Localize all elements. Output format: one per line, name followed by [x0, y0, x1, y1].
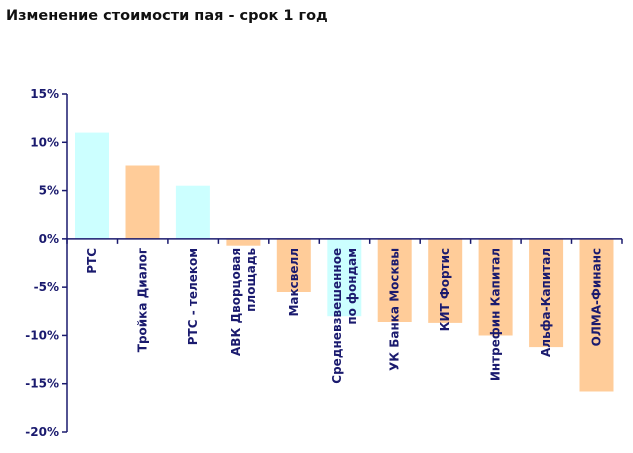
bar — [529, 238, 564, 348]
category-label: КИТ Фортис — [438, 248, 452, 331]
bar — [579, 238, 614, 392]
axes-layer: 15% 10% 5% 0% -5% -10% -15% -20% — [25, 87, 623, 439]
bars-layer — [75, 132, 614, 392]
category-label: АВК Дворцовая площадь — [229, 247, 258, 355]
category-label: Тройка Диалог — [136, 248, 150, 352]
bar — [125, 165, 160, 239]
y-tick-label: 5% — [39, 184, 59, 198]
bar — [276, 238, 311, 292]
category-label: ОЛМА-Финанс — [590, 248, 604, 346]
bar — [75, 132, 109, 239]
category-label: Средневзвешенное по фондам — [330, 248, 359, 384]
category-label-line: Интрефин Капитал — [489, 248, 503, 381]
bar — [327, 238, 362, 317]
y-tick-label: -15% — [25, 377, 59, 391]
category-labels-layer: РТС Тройка Диалог РТС - телеком АВК Дворцов… — [85, 247, 604, 383]
y-tick-label: 0% — [39, 232, 59, 246]
category-label-line: по фондам — [345, 248, 359, 325]
y-tick-label: 15% — [30, 87, 59, 101]
category-label-line: УК Банка Москвы — [388, 248, 402, 371]
category-label: Максвелл — [287, 248, 301, 317]
y-tick-label: -20% — [25, 425, 59, 439]
bar — [226, 238, 261, 246]
category-label-line: площадь — [244, 247, 258, 311]
category-label: Интрефин Капитал — [489, 248, 503, 381]
category-label: РТС - телеком — [186, 248, 200, 345]
category-label-line: РТС - телеком — [186, 248, 200, 345]
category-label-line: Максвелл — [287, 248, 301, 317]
category-label: УК Банка Москвы — [388, 248, 402, 371]
bar — [478, 238, 513, 336]
category-label-line: РТС — [85, 248, 99, 274]
category-label-line: Альфа-Капитал — [539, 248, 553, 357]
category-label: РТС — [85, 248, 99, 274]
category-label: Альфа-Капитал — [539, 248, 553, 357]
category-label-line: Средневзвешенное — [330, 248, 344, 384]
y-tick-label: -10% — [25, 328, 59, 342]
bar — [175, 185, 210, 239]
y-tick-label: 10% — [30, 135, 59, 149]
y-tick-label: -5% — [34, 280, 59, 294]
category-label-line: Тройка Диалог — [136, 248, 150, 352]
category-label-line: АВК Дворцовая — [229, 248, 243, 356]
bar — [428, 238, 463, 323]
category-label-line: ОЛМА-Финанс — [590, 248, 604, 346]
bar — [377, 238, 412, 322]
chart-title: Изменение стоимости пая - срок 1 год — [6, 8, 328, 24]
category-label-line: КИТ Фортис — [438, 248, 452, 331]
